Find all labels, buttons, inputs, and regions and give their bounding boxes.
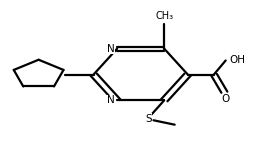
Text: N: N [107,44,115,54]
Text: S: S [145,114,152,124]
Text: OH: OH [230,55,246,65]
Text: N: N [107,95,115,105]
Text: CH₃: CH₃ [155,11,173,21]
Text: O: O [221,94,230,104]
